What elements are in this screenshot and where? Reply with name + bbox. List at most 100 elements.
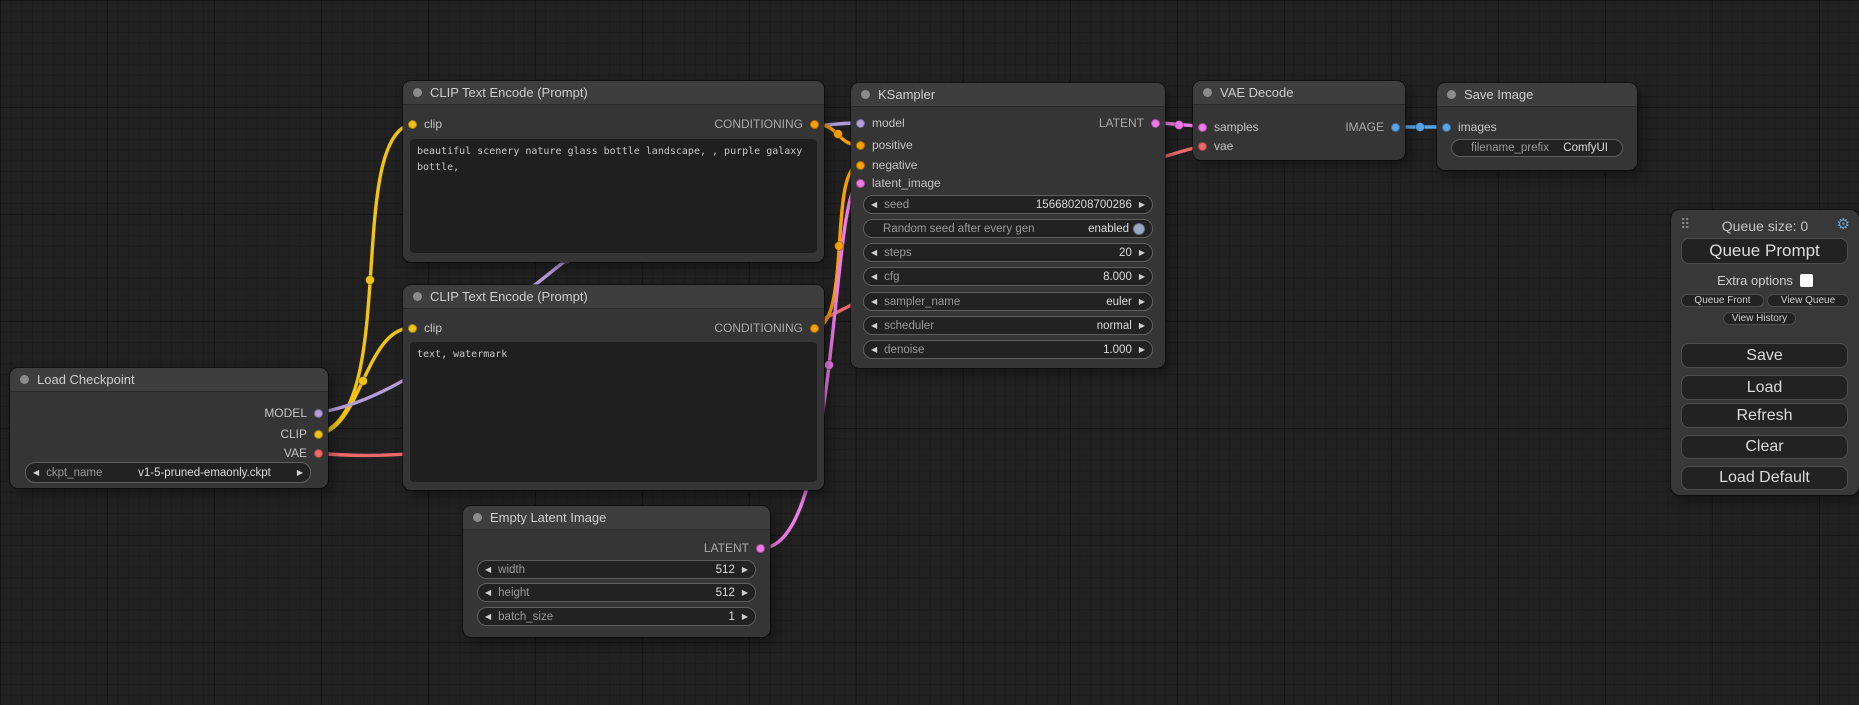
clip-output-dot[interactable] — [314, 429, 323, 439]
batch-size-widget[interactable]: ◀ batch_size 1 ▶ — [477, 607, 756, 626]
latent-input-dot[interactable] — [1198, 122, 1207, 132]
arrow-right-icon[interactable]: ▶ — [1138, 344, 1145, 354]
drag-handle-icon[interactable]: ⠿ — [1680, 216, 1690, 232]
seed-widget[interactable]: ◀ seed 156680208700286 ▶ — [863, 195, 1153, 214]
arrow-left-icon[interactable]: ◀ — [871, 296, 878, 306]
input-slot-images[interactable]: images — [1442, 117, 1497, 137]
arrow-left-icon[interactable]: ◀ — [485, 587, 492, 597]
model-input-dot[interactable] — [856, 118, 865, 128]
collapse-dot-icon[interactable] — [413, 88, 422, 97]
node-titlebar[interactable]: VAE Decode — [1193, 81, 1405, 105]
clip-input-dot[interactable] — [408, 323, 417, 333]
scheduler-widget[interactable]: ◀ scheduler normal ▶ — [863, 316, 1153, 335]
positive-prompt-textarea[interactable]: beautiful scenery nature glass bottle la… — [410, 139, 817, 253]
node-titlebar[interactable]: Empty Latent Image — [463, 506, 770, 530]
queue-front-button[interactable]: Queue Front — [1681, 294, 1764, 307]
input-slot-vae[interactable]: vae — [1198, 136, 1233, 156]
image-output-dot[interactable] — [1391, 122, 1400, 132]
arrow-left-icon[interactable]: ◀ — [871, 271, 878, 281]
conditioning-input-dot[interactable] — [856, 140, 865, 150]
node-empty-latent-image[interactable]: Empty Latent Image LATENT ◀ width 512 ▶ … — [463, 506, 770, 637]
conditioning-input-dot[interactable] — [856, 160, 865, 170]
output-slot-latent[interactable]: LATENT — [704, 538, 765, 558]
collapse-dot-icon[interactable] — [1447, 90, 1456, 99]
arrow-right-icon[interactable]: ▶ — [1138, 199, 1145, 209]
settings-gear-icon[interactable]: ⚙ — [1836, 216, 1850, 233]
toggle-dot[interactable] — [1133, 222, 1145, 235]
output-slot-vae[interactable]: VAE — [284, 443, 323, 463]
arrow-left-icon[interactable]: ◀ — [871, 199, 878, 209]
node-ksampler[interactable]: KSampler model positive negative latent_… — [851, 83, 1165, 368]
arrow-left-icon[interactable]: ◀ — [871, 247, 878, 257]
arrow-right-icon[interactable]: ▶ — [1138, 247, 1145, 257]
output-slot-conditioning[interactable]: CONDITIONING — [714, 318, 819, 338]
node-titlebar[interactable]: KSampler — [851, 83, 1165, 107]
node-titlebar[interactable]: CLIP Text Encode (Prompt) — [403, 285, 824, 309]
node-titlebar[interactable]: Save Image — [1437, 83, 1637, 107]
arrow-right-icon[interactable]: ▶ — [741, 587, 748, 597]
cfg-widget[interactable]: ◀ cfg 8.000 ▶ — [863, 267, 1153, 286]
node-clip-text-encode-positive[interactable]: CLIP Text Encode (Prompt) clip CONDITION… — [403, 81, 824, 262]
height-widget[interactable]: ◀ height 512 ▶ — [477, 583, 756, 602]
conditioning-output-dot[interactable] — [810, 323, 819, 333]
latent-output-dot[interactable] — [756, 543, 765, 553]
extra-options-checkbox[interactable] — [1799, 274, 1813, 287]
view-history-button[interactable]: View History — [1723, 312, 1796, 325]
sampler-name-widget[interactable]: ◀ sampler_name euler ▶ — [863, 292, 1153, 311]
save-button[interactable]: Save — [1681, 343, 1848, 368]
arrow-right-icon[interactable]: ▶ — [741, 564, 748, 574]
input-slot-latent-image[interactable]: latent_image — [856, 173, 941, 193]
width-widget[interactable]: ◀ width 512 ▶ — [477, 560, 756, 579]
arrow-right-icon[interactable]: ▶ — [741, 611, 748, 621]
vae-output-dot[interactable] — [314, 448, 323, 458]
view-queue-button[interactable]: View Queue — [1767, 294, 1849, 307]
collapse-dot-icon[interactable] — [20, 375, 29, 384]
node-titlebar[interactable]: CLIP Text Encode (Prompt) — [403, 81, 824, 105]
clip-input-dot[interactable] — [408, 119, 417, 129]
load-default-button[interactable]: Load Default — [1681, 466, 1848, 490]
arrow-right-icon[interactable]: ▶ — [1138, 320, 1145, 330]
output-slot-model[interactable]: MODEL — [264, 403, 323, 423]
image-input-dot[interactable] — [1442, 122, 1451, 132]
denoise-widget[interactable]: ◀ denoise 1.000 ▶ — [863, 340, 1153, 359]
node-save-image[interactable]: Save Image images filename_prefix ComfyU… — [1437, 83, 1637, 170]
random-seed-toggle-widget[interactable]: Random seed after every gen enabled — [863, 219, 1153, 238]
arrow-left-icon[interactable]: ◀ — [871, 344, 878, 354]
arrow-left-icon[interactable]: ◀ — [485, 564, 492, 574]
load-button[interactable]: Load — [1681, 375, 1848, 400]
latent-input-dot[interactable] — [856, 178, 865, 188]
refresh-button[interactable]: Refresh — [1681, 403, 1848, 428]
queue-panel[interactable]: ⠿ Queue size: 0 ⚙ Queue Prompt Extra opt… — [1671, 210, 1859, 495]
output-slot-latent[interactable]: LATENT — [1099, 113, 1160, 133]
filename-prefix-widget[interactable]: filename_prefix ComfyUI — [1451, 139, 1623, 157]
node-clip-text-encode-negative[interactable]: CLIP Text Encode (Prompt) clip CONDITION… — [403, 285, 824, 490]
node-vae-decode[interactable]: VAE Decode samples vae IMAGE — [1193, 81, 1405, 160]
input-slot-negative[interactable]: negative — [856, 155, 917, 175]
input-slot-clip[interactable]: clip — [408, 114, 442, 134]
collapse-dot-icon[interactable] — [1203, 88, 1212, 97]
arrow-right-icon[interactable]: ▶ — [296, 467, 303, 477]
model-output-dot[interactable] — [314, 408, 323, 418]
clear-button[interactable]: Clear — [1681, 435, 1848, 459]
input-slot-model[interactable]: model — [856, 113, 905, 133]
output-slot-clip[interactable]: CLIP — [280, 424, 323, 444]
collapse-dot-icon[interactable] — [413, 292, 422, 301]
steps-widget[interactable]: ◀ steps 20 ▶ — [863, 243, 1153, 262]
node-titlebar[interactable]: Load Checkpoint — [10, 368, 328, 392]
input-slot-clip[interactable]: clip — [408, 318, 442, 338]
arrow-right-icon[interactable]: ▶ — [1138, 296, 1145, 306]
ckpt-name-widget[interactable]: ◀ ckpt_name v1-5-pruned-emaonly.ckpt ▶ — [25, 462, 311, 483]
vae-input-dot[interactable] — [1198, 141, 1207, 151]
collapse-dot-icon[interactable] — [861, 90, 870, 99]
negative-prompt-textarea[interactable]: text, watermark — [410, 342, 817, 482]
input-slot-positive[interactable]: positive — [856, 135, 913, 155]
node-load-checkpoint[interactable]: Load Checkpoint MODEL CLIP VAE ◀ ckpt_na… — [10, 368, 328, 488]
latent-output-dot[interactable] — [1151, 118, 1160, 128]
arrow-right-icon[interactable]: ▶ — [1138, 271, 1145, 281]
arrow-left-icon[interactable]: ◀ — [871, 320, 878, 330]
output-slot-conditioning[interactable]: CONDITIONING — [714, 114, 819, 134]
arrow-left-icon[interactable]: ◀ — [485, 611, 492, 621]
arrow-left-icon[interactable]: ◀ — [33, 467, 40, 477]
collapse-dot-icon[interactable] — [473, 513, 482, 522]
queue-prompt-button[interactable]: Queue Prompt — [1681, 238, 1848, 264]
